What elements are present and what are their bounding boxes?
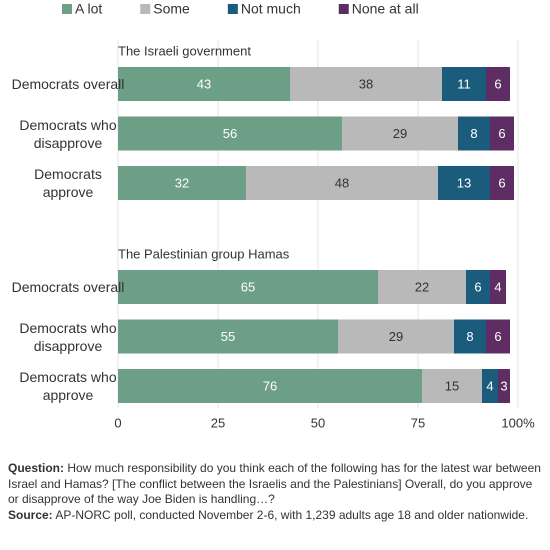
x-tick-label: 50 — [311, 415, 325, 430]
category-label: Democrats overall — [11, 279, 125, 295]
bar-segment — [338, 319, 454, 354]
question-note: Question: How much responsibility do you… — [8, 461, 544, 508]
value-label: 56 — [223, 126, 237, 141]
value-label: 38 — [359, 76, 373, 91]
value-label: 4 — [486, 378, 493, 393]
bar-segment — [482, 369, 498, 403]
legend-label: None at all — [352, 1, 419, 17]
value-label: 13 — [457, 175, 471, 190]
x-tick-label: 75 — [411, 415, 425, 430]
value-label: 65 — [241, 279, 255, 294]
value-label: 22 — [415, 279, 429, 294]
bar-segment — [246, 166, 438, 200]
note-label: Question: — [8, 461, 64, 475]
value-label: 8 — [466, 329, 473, 344]
note-text: How much responsibility do you think eac… — [8, 461, 541, 506]
value-label: 6 — [498, 175, 505, 190]
bar-segment — [498, 369, 510, 403]
value-label: 8 — [470, 126, 477, 141]
legend-swatch — [140, 4, 151, 14]
bar-segment — [490, 270, 506, 304]
bar-segment — [378, 270, 466, 304]
bar-segment — [438, 166, 490, 200]
category-label: Democrats who disapprove — [19, 319, 117, 354]
value-label: 43 — [197, 76, 211, 91]
value-label: 6 — [494, 329, 501, 344]
value-label: 29 — [389, 329, 403, 344]
legend-swatch — [338, 4, 349, 14]
value-label: 29 — [393, 126, 407, 141]
bar-segment — [290, 67, 442, 101]
bar-segment — [458, 116, 490, 151]
category-label: Democrats overall — [11, 76, 125, 92]
value-label: 3 — [500, 378, 507, 393]
value-label: 15 — [445, 378, 459, 393]
bar-segment — [490, 116, 514, 151]
x-tick-label: 100% — [501, 415, 535, 430]
x-tick-label: 0 — [114, 415, 121, 430]
category-label: Democrats approve — [34, 166, 102, 200]
bar-segment — [118, 319, 338, 354]
legend-label: Not much — [241, 1, 301, 17]
value-label: 48 — [335, 175, 349, 190]
legend-label: A lot — [75, 1, 102, 17]
x-tick-label: 25 — [211, 415, 225, 430]
category-label: Democrats who disapprove — [19, 116, 117, 151]
bar-segment — [486, 319, 510, 354]
bar-segment — [422, 369, 482, 403]
legend-label: Some — [153, 1, 190, 17]
bar-segment — [118, 116, 342, 151]
bar-segment — [442, 67, 486, 101]
bar-segment — [118, 166, 246, 200]
legend-swatch — [227, 4, 238, 14]
bar-segment — [342, 116, 458, 151]
panel-title: The Palestinian group Hamas — [118, 246, 290, 261]
category-label: Democrats who approve — [19, 369, 117, 403]
note-label: Source: — [8, 507, 53, 522]
value-label: 6 — [474, 279, 481, 294]
bar-segment — [486, 67, 510, 101]
value-label: 4 — [494, 279, 501, 294]
bar-segment — [454, 319, 486, 354]
bar-segment — [466, 270, 490, 304]
value-label: 11 — [457, 76, 471, 91]
bar-segment — [118, 369, 422, 403]
bar-segment — [118, 270, 378, 304]
value-label: 6 — [498, 126, 505, 141]
value-label: 6 — [494, 76, 501, 91]
value-label: 32 — [175, 175, 189, 190]
bar-segment — [118, 67, 290, 101]
value-label: 55 — [221, 329, 235, 344]
source-note: Source: AP-NORC poll, conducted November… — [8, 508, 544, 524]
panel-title: The Israeli government — [118, 43, 251, 58]
footer: Question: How much responsibility do you… — [8, 461, 544, 523]
value-label: 76 — [263, 378, 277, 393]
legend-swatch — [62, 4, 72, 14]
bar-segment — [490, 166, 514, 200]
note-text: AP-NORC poll, conducted November 2-6, wi… — [55, 507, 529, 522]
